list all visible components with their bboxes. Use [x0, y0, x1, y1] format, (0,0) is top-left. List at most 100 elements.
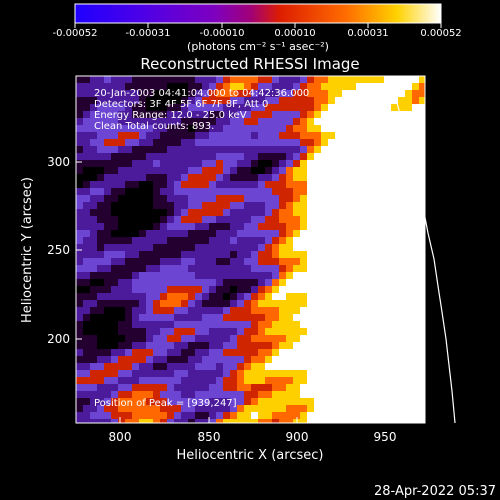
heatmap-cell: [377, 398, 384, 405]
heatmap-cell: [139, 321, 146, 328]
heatmap-cell: [188, 76, 195, 83]
heatmap-cell: [202, 272, 209, 279]
heatmap-cell: [321, 174, 328, 181]
heatmap-cell: [279, 230, 286, 237]
heatmap-cell: [286, 384, 293, 391]
heatmap-cell: [209, 370, 216, 377]
heatmap-cell: [384, 202, 391, 209]
heatmap-cell: [272, 314, 279, 321]
heatmap-cell: [230, 384, 237, 391]
heatmap-cell: [223, 349, 230, 356]
heatmap-cell: [391, 132, 398, 139]
heatmap-cell: [272, 342, 279, 349]
heatmap-cell: [132, 195, 139, 202]
heatmap-cell: [104, 370, 111, 377]
heatmap-cell: [328, 132, 335, 139]
heatmap-cell: [377, 125, 384, 132]
heatmap-cell: [272, 419, 279, 423]
heatmap-cell: [83, 230, 90, 237]
heatmap-cell: [237, 363, 244, 370]
heatmap-cell: [125, 104, 132, 111]
heatmap-cell: [153, 398, 160, 405]
heatmap-cell: [342, 335, 349, 342]
heatmap-cell: [398, 251, 405, 258]
heatmap-cell: [160, 265, 167, 272]
heatmap-cell: [160, 370, 167, 377]
heatmap-cell: [209, 356, 216, 363]
heatmap-cell: [139, 244, 146, 251]
heatmap-cell: [167, 314, 174, 321]
heatmap-cell: [412, 363, 419, 370]
heatmap-cell: [97, 279, 104, 286]
heatmap-cell: [391, 307, 398, 314]
heatmap-cell: [132, 160, 139, 167]
heatmap-cell: [279, 83, 286, 90]
heatmap-cell: [363, 328, 370, 335]
heatmap-cell: [391, 258, 398, 265]
heatmap-cell: [97, 111, 104, 118]
heatmap-cell: [279, 195, 286, 202]
heatmap-cell: [118, 356, 125, 363]
heatmap-cell: [111, 223, 118, 230]
heatmap-cell: [83, 118, 90, 125]
heatmap-cell: [97, 153, 104, 160]
heatmap-cell: [258, 76, 265, 83]
heatmap-cell: [153, 335, 160, 342]
heatmap-cell: [398, 118, 405, 125]
heatmap-cell: [356, 251, 363, 258]
heatmap-cell: [146, 300, 153, 307]
heatmap-cell: [314, 83, 321, 90]
heatmap-cell: [391, 195, 398, 202]
heatmap-cell: [258, 104, 265, 111]
heatmap-cell: [272, 293, 279, 300]
heatmap-cell: [328, 293, 335, 300]
heatmap-cell: [153, 174, 160, 181]
heatmap-cell: [363, 265, 370, 272]
heatmap-cell: [356, 97, 363, 104]
heatmap-cell: [251, 223, 258, 230]
heatmap-cell: [258, 321, 265, 328]
heatmap-cell: [174, 356, 181, 363]
heatmap-cell: [146, 307, 153, 314]
heatmap-cell: [153, 244, 160, 251]
heatmap-cell: [160, 104, 167, 111]
heatmap-cell: [223, 265, 230, 272]
heatmap-cell: [286, 286, 293, 293]
heatmap-cell: [307, 279, 314, 286]
heatmap-cell: [265, 279, 272, 286]
heatmap-cell: [363, 335, 370, 342]
heatmap-cell: [223, 181, 230, 188]
heatmap-cell: [391, 125, 398, 132]
heatmap-cell: [167, 349, 174, 356]
heatmap-cell: [293, 181, 300, 188]
heatmap-cell: [118, 132, 125, 139]
heatmap-cell: [97, 181, 104, 188]
heatmap-cell: [398, 216, 405, 223]
heatmap-cell: [118, 237, 125, 244]
heatmap-cell: [174, 111, 181, 118]
heatmap-cell: [167, 132, 174, 139]
heatmap-cell: [314, 391, 321, 398]
heatmap-cell: [104, 167, 111, 174]
heatmap-cell: [419, 286, 425, 293]
heatmap-cell: [188, 90, 195, 97]
heatmap-cell: [174, 153, 181, 160]
heatmap-cell: [174, 83, 181, 90]
heatmap-cell: [160, 300, 167, 307]
heatmap-cell: [97, 223, 104, 230]
heatmap-cell: [223, 412, 230, 419]
heatmap-cell: [209, 391, 216, 398]
heatmap-cell: [132, 90, 139, 97]
heatmap-cell: [76, 216, 83, 223]
heatmap-cell: [377, 174, 384, 181]
heatmap-cell: [377, 132, 384, 139]
heatmap-cell: [328, 265, 335, 272]
heatmap-cell: [286, 153, 293, 160]
heatmap-cell: [153, 230, 160, 237]
heatmap-cell: [209, 118, 216, 125]
heatmap-cell: [356, 258, 363, 265]
heatmap-cell: [384, 300, 391, 307]
heatmap-cell: [160, 237, 167, 244]
heatmap-cell: [293, 377, 300, 384]
heatmap-cell: [356, 139, 363, 146]
